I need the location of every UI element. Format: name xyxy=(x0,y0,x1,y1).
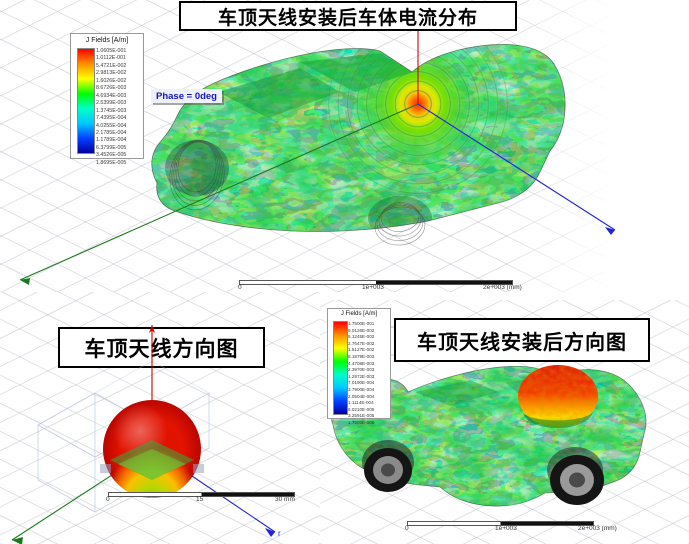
svg-text:r: r xyxy=(278,529,281,538)
